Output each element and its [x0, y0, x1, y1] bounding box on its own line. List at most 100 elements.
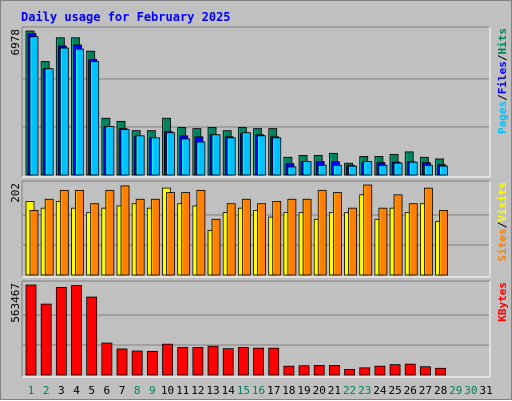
x-tick-label-day-18: 18 [282, 384, 295, 397]
x-tick-label-day-13: 13 [206, 384, 219, 397]
bar-kbytes-day-21 [328, 365, 340, 376]
bar-pages-day-7 [120, 129, 130, 176]
bar-kbytes-day-8 [131, 350, 143, 376]
bar-pages-day-5 [90, 61, 100, 176]
bar-kbytes-day-24 [374, 365, 386, 376]
y-max-label-visitors: 202 [9, 183, 22, 203]
bar-sites-day-3 [59, 189, 69, 276]
x-tick-label-day-20: 20 [313, 384, 326, 397]
bar-sites-day-25 [393, 194, 403, 276]
bar-pages-day-11 [181, 138, 191, 176]
x-tick-label-day-27: 27 [419, 384, 432, 397]
bar-pages-day-8 [135, 135, 145, 176]
legend-separator: / [496, 94, 509, 101]
x-tick-label-day-21: 21 [328, 384, 341, 397]
bar-pages-day-9 [150, 137, 160, 176]
bar-kbytes-day-14 [222, 348, 234, 376]
bar-kbytes-day-20 [313, 365, 325, 376]
bar-sites-day-21 [332, 192, 342, 276]
legend-separator: / [496, 54, 509, 61]
x-tick-label-day-30: 30 [464, 384, 477, 397]
bar-kbytes-day-25 [389, 364, 401, 376]
bar-sites-day-14 [226, 203, 236, 276]
bar-kbytes-day-5 [86, 296, 98, 376]
bar-sites-day-20 [317, 189, 327, 276]
bar-pages-day-14 [226, 137, 236, 176]
x-tick-label-day-19: 19 [297, 384, 310, 397]
bar-sites-day-9 [150, 198, 160, 276]
bar-sites-day-19 [302, 198, 312, 276]
bar-sites-day-16 [257, 203, 266, 276]
legend-label-hits: Hits [496, 28, 509, 55]
legend-label-files: Files [496, 61, 509, 94]
bar-pages-day-21 [332, 164, 342, 176]
x-tick-label-day-15: 15 [237, 384, 250, 397]
bar-pages-day-28 [439, 165, 448, 176]
x-tick-label-day-11: 11 [176, 384, 189, 397]
legend-traffic: KBytes [496, 282, 509, 322]
bar-pages-day-3 [59, 47, 69, 176]
x-tick-label-day-17: 17 [267, 384, 280, 397]
bar-sites-day-12 [196, 189, 206, 276]
bar-pages-day-25 [393, 162, 403, 176]
bar-sites-day-1 [29, 209, 39, 276]
bar-sites-day-10 [166, 192, 175, 276]
panel-traffic [21, 280, 491, 378]
bar-kbytes-day-26 [404, 363, 416, 376]
bar-pages-day-12 [196, 141, 206, 176]
bar-sites-day-22 [348, 207, 357, 276]
bar-kbytes-day-19 [298, 365, 310, 376]
bar-pages-day-19 [302, 161, 312, 176]
bar-kbytes-day-13 [207, 345, 219, 376]
bar-sites-day-24 [378, 207, 388, 276]
x-tick-label-day-29: 29 [449, 384, 462, 397]
x-tick-label-day-3: 3 [58, 384, 65, 397]
bar-pages-day-23 [363, 161, 373, 176]
bar-kbytes-day-15 [237, 347, 249, 376]
bar-kbytes-day-16 [253, 347, 264, 376]
legend-separator: / [496, 221, 509, 228]
bar-sites-day-28 [439, 209, 448, 276]
bar-kbytes-day-27 [420, 366, 431, 376]
panel-usage [21, 26, 491, 178]
bar-sites-day-18 [287, 198, 297, 276]
x-tick-label-day-12: 12 [191, 384, 204, 397]
bar-pages-day-26 [408, 161, 418, 176]
bar-sites-day-23 [363, 184, 373, 276]
bar-sites-day-26 [408, 203, 418, 276]
bar-pages-day-22 [348, 165, 357, 176]
x-tick-label-day-9: 9 [149, 384, 156, 397]
x-tick-label-day-22: 22 [343, 384, 356, 397]
bar-kbytes-day-23 [359, 367, 371, 376]
x-tick-label-day-16: 16 [252, 384, 265, 397]
bar-kbytes-day-4 [71, 285, 82, 376]
y-max-label-traffic: 563467 [9, 283, 22, 323]
bar-pages-day-2 [44, 68, 54, 176]
bar-kbytes-day-7 [116, 348, 128, 376]
x-tick-label-day-5: 5 [88, 384, 95, 397]
bar-pages-day-4 [75, 48, 84, 176]
panel-visitors [21, 180, 491, 278]
x-tick-label-day-1: 1 [28, 384, 35, 397]
bar-kbytes-day-9 [146, 350, 158, 376]
x-tick-label-day-8: 8 [134, 384, 141, 397]
bar-kbytes-day-11 [177, 347, 189, 376]
bar-pages-day-10 [166, 132, 175, 176]
bar-sites-day-11 [181, 192, 191, 276]
x-tick-label-day-26: 26 [404, 384, 417, 397]
x-tick-label-day-4: 4 [73, 384, 80, 397]
bar-kbytes-day-22 [344, 369, 355, 376]
bar-pages-day-13 [211, 134, 221, 176]
bar-sites-day-2 [44, 198, 54, 276]
bar-pages-day-27 [424, 164, 433, 176]
bar-pages-day-18 [287, 166, 297, 176]
bar-pages-day-16 [257, 135, 266, 176]
bar-pages-day-20 [317, 164, 327, 176]
bar-kbytes-day-2 [40, 303, 52, 376]
bar-pages-day-15 [241, 132, 251, 176]
x-tick-label-day-6: 6 [104, 384, 111, 397]
bar-kbytes-day-12 [192, 347, 204, 376]
bar-sites-day-15 [241, 198, 251, 276]
